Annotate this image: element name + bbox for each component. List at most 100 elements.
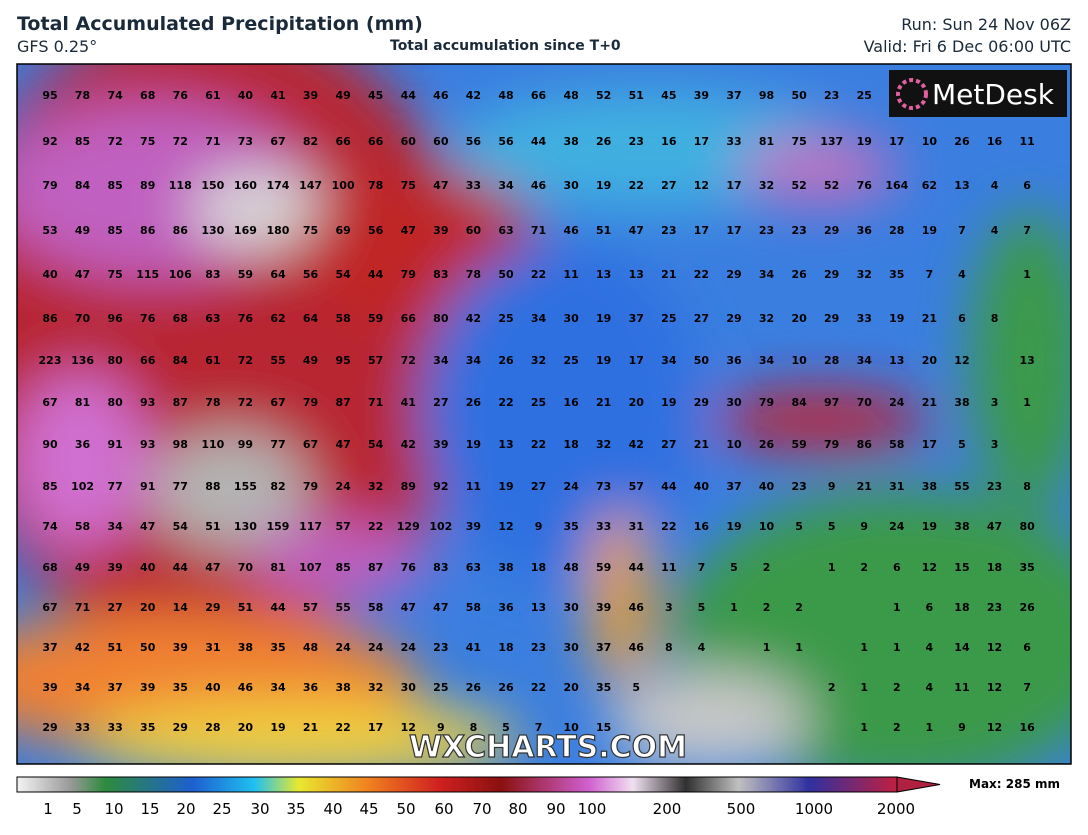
- value-label: 85: [107, 179, 122, 192]
- value-label: 32: [759, 179, 774, 192]
- value-label: 2: [763, 601, 771, 614]
- value-label: 10: [726, 438, 742, 451]
- value-label: 36: [857, 224, 873, 237]
- value-label: 21: [694, 438, 709, 451]
- value-label: 17: [726, 179, 741, 192]
- value-label: 77: [173, 480, 188, 493]
- value-label: 67: [270, 396, 285, 409]
- value-label: 90: [42, 438, 58, 451]
- value-label: 8: [991, 312, 999, 325]
- value-label: 42: [466, 89, 481, 102]
- value-label: 44: [661, 480, 677, 493]
- value-label: 66: [335, 135, 351, 148]
- value-label: 21: [303, 721, 318, 734]
- logo-box: [889, 70, 1067, 117]
- colorbar-tick-label: 90: [546, 800, 565, 818]
- value-label: 86: [140, 224, 156, 237]
- value-label: 74: [42, 520, 58, 533]
- value-label: 76: [857, 179, 873, 192]
- value-label: 9: [535, 520, 543, 533]
- value-label: 56: [498, 135, 514, 148]
- value-label: 33: [857, 312, 872, 325]
- value-label: 9: [437, 721, 445, 734]
- value-label: 7: [926, 268, 934, 281]
- value-label: 35: [889, 268, 904, 281]
- value-label: 160: [234, 179, 257, 192]
- value-label: 73: [596, 480, 611, 493]
- value-label: 38: [954, 396, 969, 409]
- value-label: 27: [433, 396, 448, 409]
- value-label: 15: [954, 561, 969, 574]
- value-label: 17: [726, 224, 741, 237]
- value-label: 130: [234, 520, 257, 533]
- value-label: 23: [824, 89, 839, 102]
- value-label: 47: [401, 601, 416, 614]
- value-label: 51: [205, 520, 220, 533]
- value-label: 12: [987, 641, 1002, 654]
- value-label: 23: [629, 135, 644, 148]
- value-label: 4: [698, 641, 706, 654]
- value-label: 59: [238, 268, 253, 281]
- value-label: 67: [42, 601, 57, 614]
- colorbar-tick-label: 70: [472, 800, 491, 818]
- value-label: 92: [42, 135, 57, 148]
- value-label: 4: [991, 224, 999, 237]
- value-label: 25: [857, 89, 872, 102]
- value-label: 21: [661, 268, 676, 281]
- value-label: 98: [173, 438, 188, 451]
- value-label: 76: [140, 312, 156, 325]
- value-label: 5: [698, 601, 706, 614]
- value-label: 39: [694, 89, 709, 102]
- colorbar-tick-label: 100: [578, 800, 607, 818]
- value-label: 80: [1019, 520, 1035, 533]
- value-label: 16: [1019, 721, 1035, 734]
- value-label: 36: [75, 438, 91, 451]
- value-label: 2: [893, 681, 901, 694]
- value-label: 71: [75, 601, 90, 614]
- value-label: 32: [531, 354, 546, 367]
- value-label: 54: [368, 438, 384, 451]
- value-label: 5: [502, 721, 510, 734]
- value-label: 29: [824, 268, 839, 281]
- value-label: 79: [303, 480, 318, 493]
- value-label: 86: [173, 224, 189, 237]
- value-label: 38: [238, 641, 253, 654]
- value-label: 32: [596, 438, 611, 451]
- value-label: 52: [824, 179, 839, 192]
- value-label: 19: [596, 179, 611, 192]
- value-label: 84: [75, 179, 91, 192]
- value-label: 1: [860, 721, 868, 734]
- value-label: 58: [335, 312, 350, 325]
- colorbar-tick-label: 15: [140, 800, 159, 818]
- value-label: 17: [694, 135, 709, 148]
- value-label: 8: [665, 641, 673, 654]
- value-label: 85: [42, 480, 57, 493]
- value-label: 97: [824, 396, 839, 409]
- value-label: 29: [824, 224, 839, 237]
- value-label: 51: [596, 224, 611, 237]
- value-label: 155: [234, 480, 257, 493]
- value-label: 13: [596, 268, 611, 281]
- value-label: 5: [958, 438, 966, 451]
- value-label: 8: [470, 721, 478, 734]
- value-label: 78: [205, 396, 220, 409]
- colorbar-tick-label: 2000: [877, 800, 915, 818]
- value-label: 63: [466, 561, 481, 574]
- value-label: 38: [922, 480, 937, 493]
- value-label: 72: [238, 354, 253, 367]
- value-label: 82: [303, 135, 318, 148]
- logo-text: MetDesk: [932, 78, 1055, 111]
- value-label: 12: [922, 561, 937, 574]
- value-label: 72: [401, 354, 416, 367]
- value-label: 42: [401, 438, 416, 451]
- value-label: 20: [563, 681, 579, 694]
- value-label: 59: [368, 312, 383, 325]
- value-label: 31: [889, 480, 904, 493]
- value-label: 54: [335, 268, 351, 281]
- colorbar-tick-label: 10: [104, 800, 123, 818]
- value-label: 46: [238, 681, 254, 694]
- value-label: 40: [238, 89, 254, 102]
- value-label: 150: [201, 179, 224, 192]
- value-label: 19: [857, 135, 872, 148]
- colorbar-tick-label: 60: [434, 800, 453, 818]
